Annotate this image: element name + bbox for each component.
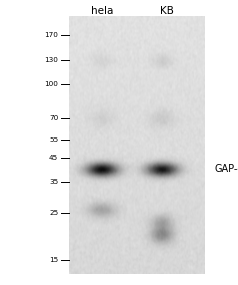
Text: GAP-43: GAP-43 <box>214 164 238 174</box>
Text: 25: 25 <box>49 210 58 216</box>
Text: 45: 45 <box>49 156 58 162</box>
Text: 55: 55 <box>49 137 58 143</box>
Text: 130: 130 <box>45 57 58 63</box>
Text: 170: 170 <box>45 32 58 38</box>
Text: hela: hela <box>91 6 114 16</box>
Text: 35: 35 <box>49 179 58 185</box>
Text: KB: KB <box>160 6 174 16</box>
Text: 100: 100 <box>45 82 58 87</box>
Text: 70: 70 <box>49 115 58 121</box>
Text: 15: 15 <box>49 257 58 263</box>
